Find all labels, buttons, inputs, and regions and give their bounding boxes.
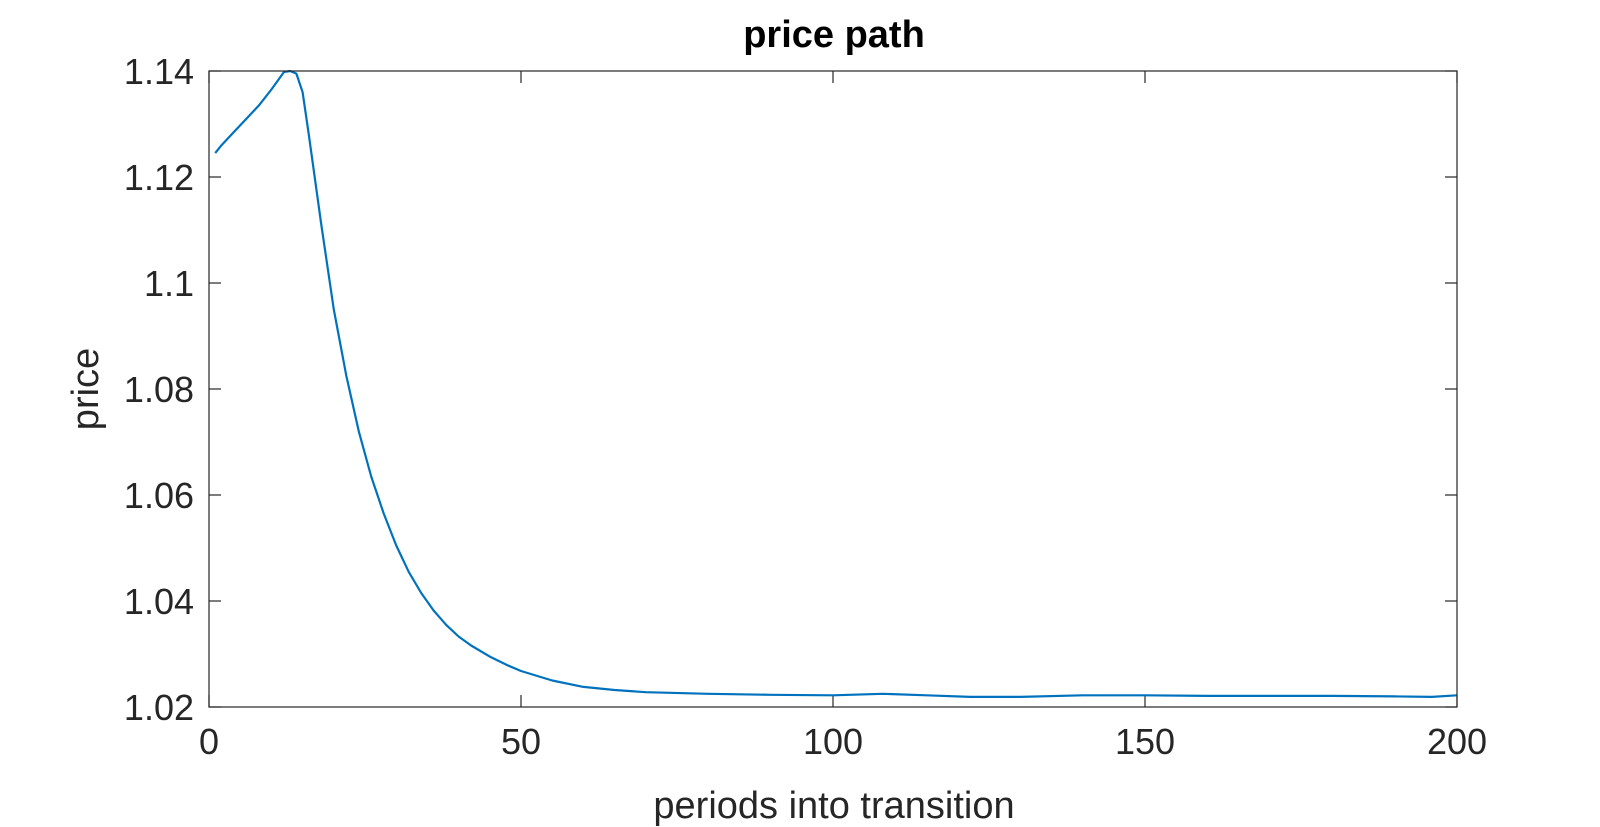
y-tick-label: 1.12 — [124, 157, 194, 198]
x-tick-label: 50 — [501, 721, 541, 762]
y-tick-label: 1.08 — [124, 369, 194, 410]
price-series-line — [214, 69, 1458, 699]
y-axis-label: price — [65, 348, 107, 430]
y-tick-label: 1.02 — [124, 687, 194, 728]
x-tick-label: 100 — [803, 721, 863, 762]
chart-title: price path — [743, 14, 925, 56]
x-tick-label: 200 — [1427, 721, 1487, 762]
x-tick-label: 150 — [1115, 721, 1175, 762]
tick-layer — [208, 70, 1458, 708]
y-tick-label: 1.14 — [124, 51, 194, 92]
y-tick-label: 1.06 — [124, 475, 194, 516]
y-tick-label: 1.04 — [124, 581, 194, 622]
x-axis-label: periods into transition — [653, 785, 1014, 827]
series-layer — [214, 69, 1458, 699]
y-tick-label: 1.1 — [144, 263, 194, 304]
x-tick-label: 0 — [199, 721, 219, 762]
tick-label-layer: 0 50 100 150 200 1.02 1.04 1.06 1.08 1.1 1.12 1.14 — [124, 51, 1487, 762]
plot-area-box — [208, 70, 1458, 708]
